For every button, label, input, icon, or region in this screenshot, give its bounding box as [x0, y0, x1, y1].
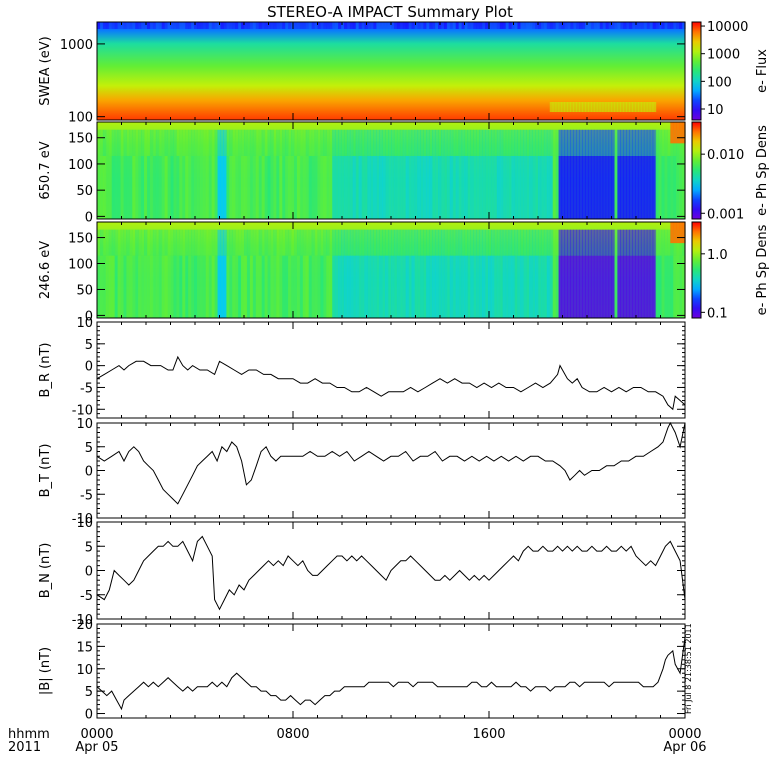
magnetic-field-panels: 10 5 0 -5 -10 B_R (nT) 10 5 0 -5 -10 B_T (nT) 10 5 0 -5…: [38, 316, 686, 723]
x-tick-label: 0800: [276, 727, 309, 742]
pad650-colorbar-tick-label: 0.010: [707, 148, 744, 163]
x-axis-year-label: 2011: [8, 740, 41, 755]
br-y-tick-label: 10: [76, 316, 93, 331]
bn-y-tick-label: 5: [85, 540, 93, 555]
bmag-frame: [96, 623, 686, 719]
bn-series-line: [96, 535, 686, 611]
bmag-y-axis-label: |B| (nT): [38, 647, 53, 695]
bn-y-tick-label: 0: [85, 565, 93, 580]
x-tick-label: 0000: [668, 727, 701, 742]
pad246-colorbar: 1.0 0.1 e- Ph Sp Dens: [691, 221, 770, 321]
pad246-colorbar-tick-label: 1.0: [707, 248, 728, 263]
br-y-tick-label: 5: [85, 338, 93, 353]
swea-y-tick-label: 1000: [60, 38, 93, 53]
plot-title: STEREO-A IMPACT Summary Plot: [267, 3, 513, 21]
x-tick-date-label: Apr 06: [663, 740, 706, 755]
bmag-y-tick-label: 15: [76, 640, 93, 655]
br-y-tick-label: -5: [80, 381, 93, 396]
pad246-panel: 150 100 50 0 246.6 eV 1.0 0.1 e- Ph Sp Dens: [38, 221, 770, 324]
bmag-y-tick-label: 5: [85, 685, 93, 700]
bn-y-tick-label: -5: [80, 589, 93, 604]
pad246-spectrogram-cells: [97, 222, 686, 318]
bmag-panel: 20 15 10 5 0 |B| (nT): [38, 618, 686, 723]
bmag-y-tick-label: 20: [76, 618, 93, 633]
pad246-colorbar-tick-label: 0.1: [707, 306, 728, 321]
br-y-tick-label: 0: [85, 360, 93, 375]
pad650-y-tick-label: 100: [68, 158, 93, 173]
bt-y-tick-label: 10: [76, 417, 93, 432]
bn-panel: 10 5 0 -5 -10 B_N (nT): [38, 516, 686, 628]
bmag-y-tick-label: 10: [76, 663, 93, 678]
swea-y-axis-label: SWEA (eV): [38, 36, 53, 105]
bmag-y-tick-label: 0: [85, 708, 93, 723]
pad650-colorbar: 0.010 0.001 e- Ph Sp Dens: [691, 121, 770, 222]
br-y-axis-label: B_R (nT): [38, 343, 53, 398]
pad246-y-tick-label: 100: [68, 258, 93, 273]
pad650-y-tick-label: 0: [85, 210, 93, 225]
pad650-y-tick-label: 50: [76, 184, 93, 199]
pad246-y-tick-label: 50: [76, 283, 93, 298]
pad246-y-tick-label: 150: [68, 232, 93, 247]
bt-y-tick-label: 0: [85, 465, 93, 480]
swea-panel: 1000 100 SWEA (eV) 10000 1000 100 10 e- Flux: [38, 20, 770, 126]
pad650-panel: 150 100 50 0 650.7 eV 0.010 0.001 e- Ph Sp Dens: [38, 121, 770, 225]
bn-y-tick-label: 10: [76, 516, 93, 531]
br-series-line: [96, 355, 686, 411]
pad650-y-axis-label: 650.7 eV: [38, 141, 53, 199]
bt-y-tick-label: 5: [85, 441, 93, 456]
x-axis-time-label: hhmm: [8, 727, 50, 742]
pad650-y-tick-label: 150: [68, 132, 93, 147]
br-frame: [96, 321, 686, 419]
x-tick-label: 0000: [80, 727, 113, 742]
swea-colorbar-tick-label: 10: [707, 103, 724, 118]
swea-spectrogram-cells: [97, 22, 686, 112]
creation-timestamp: Fri Jul 8 21:38:51 2011: [684, 623, 693, 714]
pad650-spectrogram-cells: [97, 122, 686, 219]
pad246-colorbar-label: e- Ph Sp Dens: [755, 224, 770, 315]
x-tick-date-label: Apr 05: [75, 740, 118, 755]
br-y-tick-label: -10: [72, 403, 93, 418]
swea-colorbar-label: e- Flux: [755, 49, 770, 93]
pad650-colorbar-label: e- Ph Sp Dens: [755, 125, 770, 216]
pad246-y-axis-label: 246.6 eV: [38, 241, 53, 299]
bn-y-axis-label: B_N (nT): [38, 543, 53, 599]
pad246-y-tick-label: 0: [85, 309, 93, 324]
bt-y-tick-label: -10: [72, 512, 93, 527]
x-tick-label: 1600: [472, 727, 505, 742]
bt-panel: 10 5 0 -5 -10 B_T (nT): [38, 417, 686, 527]
swea-y-tick-label: 100: [68, 111, 93, 126]
swea-colorbar-tick-label: 100: [707, 75, 732, 90]
bt-series-line: [96, 421, 686, 505]
bt-y-axis-label: B_T (nT): [38, 444, 53, 498]
swea-colorbar-tick-label: 10000: [707, 20, 748, 35]
br-panel: 10 5 0 -5 -10 B_R (nT): [38, 316, 686, 419]
swea-colorbar-tick-label: 1000: [707, 48, 740, 63]
swea-colorbar: 10000 1000 100 10 e- Flux: [691, 20, 770, 121]
bmag-series-line: [96, 637, 686, 711]
bn-y-tick-label: -10: [72, 613, 93, 628]
pad650-colorbar-tick-label: 0.001: [707, 207, 744, 222]
bt-y-tick-label: -5: [80, 488, 93, 503]
